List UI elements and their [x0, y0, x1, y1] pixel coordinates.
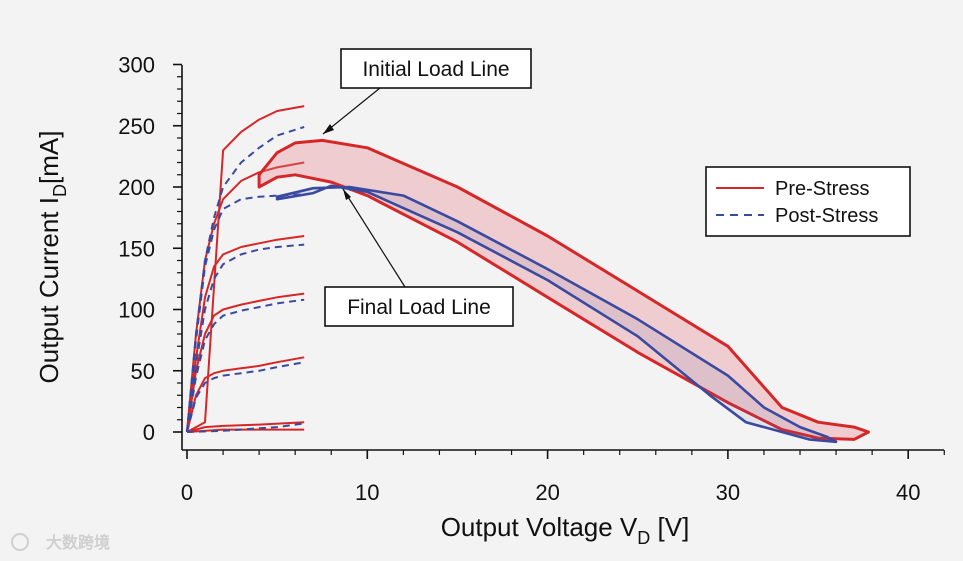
post-stress-iv-curve-5: [186, 422, 305, 433]
annotation-box: [340, 48, 532, 89]
pre-stress-iv-curve-2: [186, 235, 305, 433]
post-stress-iv-curve-2: [186, 243, 305, 433]
watermark-text: 大数跨境: [46, 533, 110, 552]
y-tick-label: 0: [143, 420, 155, 445]
watermark-logo-icon: [11, 533, 29, 551]
pre-stress-iv-curve-3: [186, 292, 305, 433]
legend-box: [705, 166, 911, 237]
x-tick-label: 30: [716, 480, 740, 505]
watermark: 大数跨境: [11, 533, 110, 552]
pre-stress-iv-curve-4: [186, 356, 305, 433]
legend: Pre-Stress Post-Stress: [705, 166, 911, 237]
y-tick-label: 300: [118, 53, 155, 78]
post-stress-iv-curve-4: [186, 361, 305, 433]
y-ticks: 0 50 100 150 200 250 300: [118, 53, 182, 445]
x-axis-title: Output Voltage VD [V]: [441, 512, 690, 548]
post-stress-iv-curve-1: [186, 193, 305, 433]
x-tick-label: 0: [181, 480, 193, 505]
y-tick-label: 200: [118, 175, 155, 200]
post-stress-iv-curve-3: [186, 298, 305, 433]
annotation-label: Final Load Line: [347, 296, 491, 319]
annotation-arrow: [342, 188, 406, 288]
x-ticks: 0 10 20 30 40: [181, 450, 945, 505]
x-tick-label: 20: [535, 480, 559, 505]
pre-stress-iv-curve-0: [186, 105, 305, 433]
axes: [181, 65, 944, 451]
pre-stress-iv-curve-5: [186, 421, 305, 433]
annotation-final-load-line: Final Load Line: [324, 188, 514, 327]
y-tick-label: 250: [118, 114, 155, 139]
y-axis-title: Output Current ID[mA]: [34, 131, 70, 384]
y-tick-label: 150: [118, 236, 155, 261]
legend-label-pre-stress: Pre-Stress: [775, 178, 869, 200]
x-tick-label: 40: [896, 480, 920, 505]
legend-label-post-stress: Post-Stress: [775, 205, 878, 227]
y-tick-label: 100: [118, 298, 155, 323]
x-tick-label: 10: [355, 480, 379, 505]
annotation-box: [324, 286, 514, 327]
y-tick-label: 50: [131, 359, 155, 384]
annotation-label: Initial Load Line: [362, 58, 509, 81]
annotation-arrowhead: [323, 124, 334, 134]
annotation-arrowhead: [343, 189, 351, 200]
annotation-arrow: [322, 87, 381, 135]
annotation-initial-load-line: Initial Load Line: [322, 48, 532, 135]
load-line-loop-post-stress: [275, 184, 838, 444]
series-layer: [186, 105, 870, 444]
